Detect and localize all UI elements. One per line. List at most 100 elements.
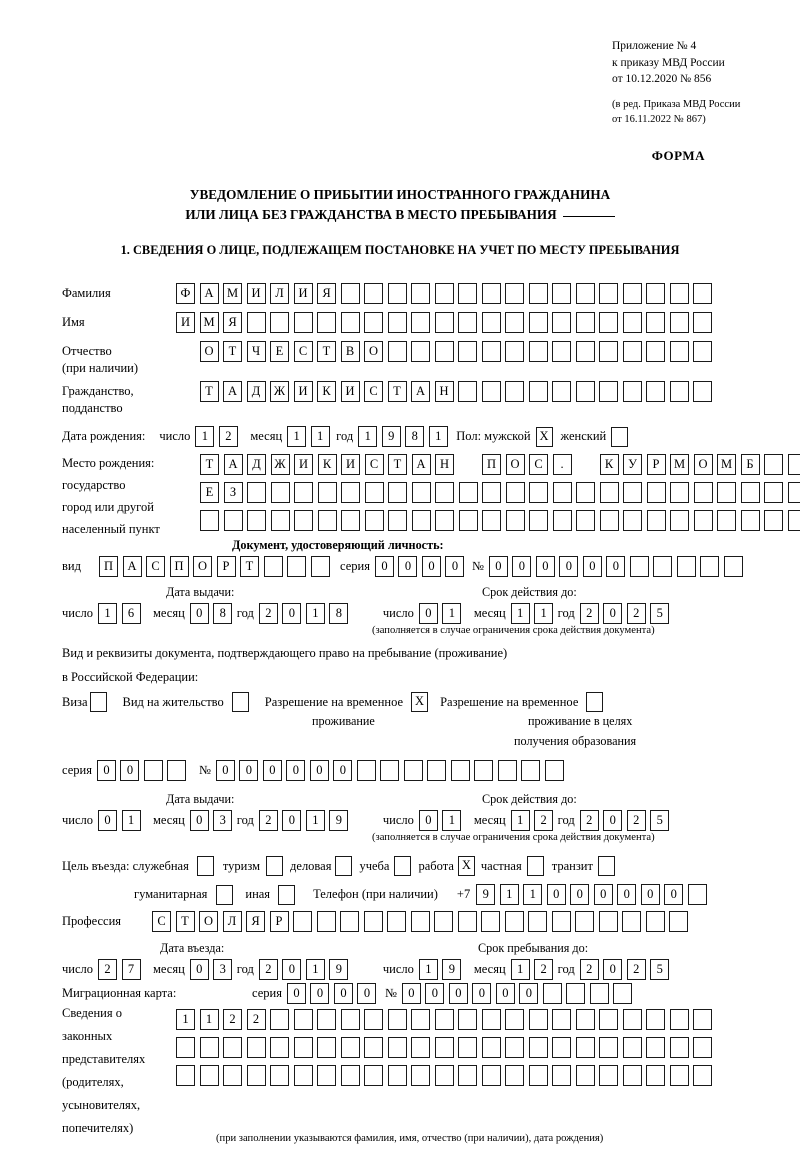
grid-cell[interactable]	[669, 381, 689, 402]
grid-cell[interactable]: 2	[579, 810, 599, 831]
grid-cell[interactable]	[434, 283, 454, 304]
grid-cell[interactable]: 0	[333, 760, 353, 781]
grid-cell[interactable]	[687, 884, 707, 905]
grid-cell[interactable]: К	[599, 454, 619, 475]
grid-cell[interactable]	[176, 1065, 195, 1086]
grid-cell[interactable]: 1	[310, 426, 330, 447]
grid-cell[interactable]: 0	[333, 983, 353, 1004]
grid-cell[interactable]: И	[294, 454, 313, 475]
grid-cell[interactable]	[700, 556, 720, 577]
grid-cell[interactable]: 0	[546, 884, 566, 905]
grid-cell[interactable]	[403, 760, 423, 781]
grid-cell[interactable]	[364, 283, 383, 304]
grid-cell[interactable]: 2	[218, 426, 238, 447]
grid-cell[interactable]	[646, 1037, 665, 1058]
grid-cell[interactable]	[528, 1065, 548, 1086]
grid-cell[interactable]: Ж	[270, 381, 289, 402]
grid-cell[interactable]: 0	[189, 959, 209, 980]
grid-cell[interactable]	[434, 911, 453, 932]
grid-cell[interactable]	[223, 510, 243, 531]
grid-cell[interactable]	[317, 1065, 336, 1086]
grid-cell[interactable]	[622, 312, 642, 333]
grid-cell[interactable]	[613, 983, 633, 1004]
grid-cell[interactable]: Л	[270, 283, 289, 304]
grid-cell[interactable]	[364, 482, 384, 503]
grid-cell[interactable]	[364, 510, 384, 531]
grid-cell[interactable]: С	[529, 454, 548, 475]
grid-cell[interactable]	[669, 1065, 689, 1086]
grid-cell[interactable]	[575, 1009, 595, 1030]
purpose-humanitarian-checkbox[interactable]	[216, 884, 234, 905]
grid-cell[interactable]	[481, 312, 501, 333]
grid-cell[interactable]	[458, 1037, 477, 1058]
grid-cell[interactable]: И	[293, 381, 313, 402]
grid-cell[interactable]	[552, 1009, 571, 1030]
grid-cell[interactable]	[411, 341, 430, 362]
grid-cell[interactable]: 5	[650, 603, 670, 624]
grid-cell[interactable]: 0	[286, 983, 306, 1004]
grid-cell[interactable]	[787, 454, 800, 475]
grid-cell[interactable]	[528, 911, 547, 932]
grid-cell[interactable]: У	[623, 454, 642, 475]
grid-cell[interactable]	[629, 556, 649, 577]
grid-cell[interactable]	[340, 1037, 360, 1058]
grid-cell[interactable]: Д	[246, 381, 266, 402]
grid-cell[interactable]: О	[199, 341, 219, 362]
grid-cell[interactable]: Т	[240, 556, 259, 577]
grid-cell[interactable]: Т	[388, 454, 407, 475]
grid-cell[interactable]	[387, 1065, 407, 1086]
permit-residence-checkbox[interactable]	[231, 692, 249, 712]
grid-cell[interactable]	[293, 312, 313, 333]
grid-cell[interactable]: 1	[195, 426, 215, 447]
purpose-tourism-checkbox[interactable]	[266, 856, 284, 876]
grid-cell[interactable]	[504, 911, 524, 932]
grid-cell[interactable]: А	[411, 454, 431, 475]
grid-cell[interactable]: 0	[120, 760, 140, 781]
grid-cell[interactable]	[434, 1065, 454, 1086]
grid-cell[interactable]: Н	[434, 381, 454, 402]
grid-cell[interactable]: 0	[421, 556, 441, 577]
grid-cell[interactable]: Ф	[176, 283, 195, 304]
grid-cell[interactable]: 0	[374, 556, 394, 577]
grid-cell[interactable]: 0	[239, 760, 259, 781]
grid-cell[interactable]: 1	[287, 426, 307, 447]
grid-cell[interactable]	[575, 1037, 595, 1058]
grid-cell[interactable]	[364, 312, 383, 333]
grid-cell[interactable]	[458, 283, 477, 304]
grid-cell[interactable]: 8	[213, 603, 233, 624]
grid-cell[interactable]: 1	[305, 810, 325, 831]
grid-cell[interactable]	[505, 1009, 524, 1030]
grid-cell[interactable]: 1	[428, 426, 448, 447]
grid-cell[interactable]: О	[199, 911, 218, 932]
grid-cell[interactable]: 3	[213, 810, 233, 831]
grid-cell[interactable]	[599, 1065, 618, 1086]
grid-cell[interactable]	[458, 1009, 477, 1030]
grid-cell[interactable]	[356, 760, 376, 781]
purpose-other-checkbox[interactable]	[278, 884, 296, 905]
grid-cell[interactable]	[481, 1065, 501, 1086]
grid-cell[interactable]	[599, 381, 618, 402]
grid-cell[interactable]	[457, 911, 477, 932]
grid-cell[interactable]	[646, 1065, 665, 1086]
grid-cell[interactable]: И	[246, 283, 266, 304]
grid-cell[interactable]	[435, 482, 454, 503]
grid-cell[interactable]	[247, 482, 266, 503]
grid-cell[interactable]	[528, 381, 548, 402]
grid-cell[interactable]: 0	[189, 810, 209, 831]
grid-cell[interactable]: С	[364, 381, 383, 402]
grid-cell[interactable]	[387, 283, 407, 304]
grid-cell[interactable]	[246, 1037, 266, 1058]
grid-cell[interactable]: 2	[626, 810, 646, 831]
grid-cell[interactable]	[482, 482, 501, 503]
grid-cell[interactable]	[310, 556, 330, 577]
grid-cell[interactable]	[340, 1009, 360, 1030]
grid-cell[interactable]	[317, 482, 337, 503]
grid-cell[interactable]	[270, 1037, 289, 1058]
grid-cell[interactable]	[450, 760, 470, 781]
